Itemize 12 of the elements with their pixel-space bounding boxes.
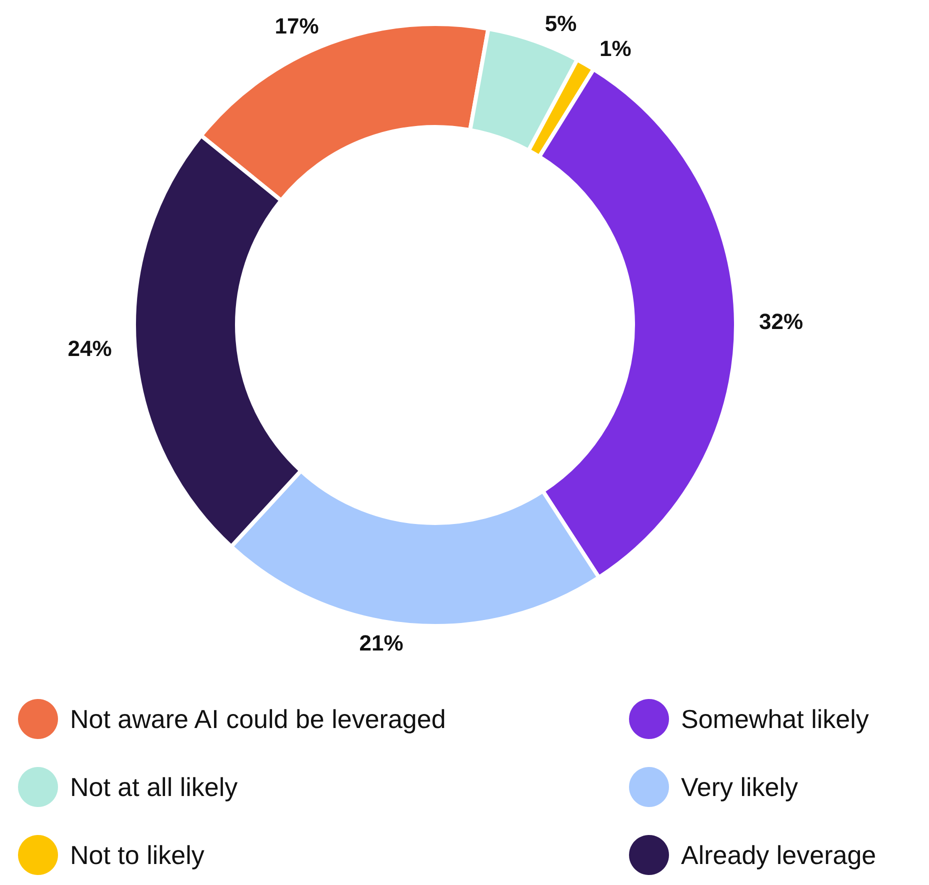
data-label: 1% [600, 36, 632, 62]
legend-label: Already leverage [681, 840, 876, 870]
data-label: 24% [68, 336, 112, 361]
legend-label: Not to likely [70, 840, 204, 870]
legend-label: Not aware AI could be leveraged [70, 704, 446, 734]
data-label: 32% [758, 309, 804, 334]
data-label: 5% [544, 11, 577, 36]
legend-label: Very likely [681, 772, 798, 802]
legend-label: Somewhat likely [681, 704, 869, 734]
data-label: 17% [274, 14, 319, 39]
legend-label: Not at all likely [70, 772, 238, 802]
data-label: 21% [359, 630, 404, 656]
